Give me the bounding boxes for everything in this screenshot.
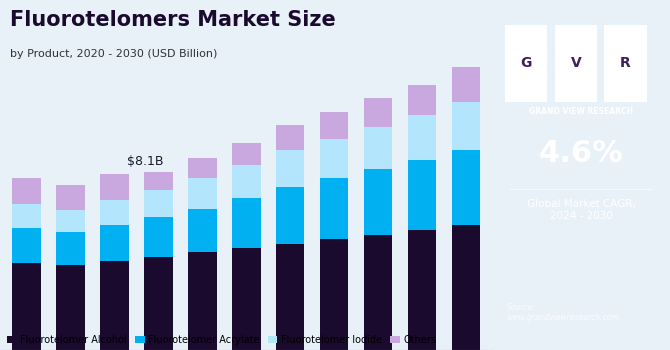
Bar	[232, 143, 261, 165]
Bar	[56, 232, 84, 265]
Bar	[232, 198, 261, 248]
Bar	[320, 178, 348, 239]
Bar	[276, 150, 304, 187]
FancyBboxPatch shape	[604, 25, 647, 101]
Text: R: R	[620, 56, 631, 70]
Text: Source:
www.grandviewresearch.com: Source: www.grandviewresearch.com	[507, 303, 619, 322]
Bar	[320, 239, 348, 350]
Bar	[12, 178, 41, 204]
Bar	[188, 158, 216, 178]
Bar	[188, 209, 216, 252]
Bar	[232, 165, 261, 198]
Bar	[100, 225, 129, 261]
Bar	[12, 262, 41, 350]
Bar	[364, 235, 393, 350]
Bar	[12, 204, 41, 228]
Bar	[56, 185, 84, 210]
Text: G: G	[521, 56, 532, 70]
Bar	[100, 174, 129, 200]
Text: Global Market CAGR,
2024 - 2030: Global Market CAGR, 2024 - 2030	[527, 199, 636, 221]
Bar	[276, 244, 304, 350]
Bar	[232, 248, 261, 350]
Bar	[408, 230, 436, 350]
Bar	[320, 139, 348, 178]
Bar	[100, 200, 129, 225]
Bar	[56, 210, 84, 232]
Text: V: V	[571, 56, 582, 70]
Bar	[188, 178, 216, 209]
Bar	[364, 98, 393, 127]
Text: by Product, 2020 - 2030 (USD Billion): by Product, 2020 - 2030 (USD Billion)	[10, 49, 217, 59]
Text: $8.1B: $8.1B	[127, 155, 163, 168]
FancyBboxPatch shape	[505, 25, 547, 101]
Bar	[408, 115, 436, 160]
Bar	[452, 102, 480, 150]
Bar	[56, 265, 84, 350]
Bar	[364, 169, 393, 235]
Bar	[12, 228, 41, 262]
Bar	[144, 172, 173, 190]
Bar	[408, 160, 436, 230]
Bar	[408, 85, 436, 115]
Bar	[320, 112, 348, 139]
Legend: Fluorotelomer Alcohol, Fluorotelomer Acrylate, Fluorotelomer Iodide, Others: Fluorotelomer Alcohol, Fluorotelomer Acr…	[3, 331, 440, 349]
Bar	[452, 150, 480, 225]
Bar	[364, 127, 393, 169]
Bar	[188, 252, 216, 350]
Text: 4.6%: 4.6%	[539, 140, 624, 168]
Bar	[452, 225, 480, 350]
Bar	[100, 261, 129, 350]
Text: Fluorotelomers Market Size: Fluorotelomers Market Size	[10, 10, 336, 30]
Text: GRAND VIEW RESEARCH: GRAND VIEW RESEARCH	[529, 107, 633, 117]
Bar	[276, 125, 304, 150]
Bar	[452, 67, 480, 102]
Bar	[276, 187, 304, 244]
Bar	[144, 257, 173, 350]
Bar	[144, 190, 173, 217]
Bar	[144, 217, 173, 257]
FancyBboxPatch shape	[555, 25, 597, 101]
